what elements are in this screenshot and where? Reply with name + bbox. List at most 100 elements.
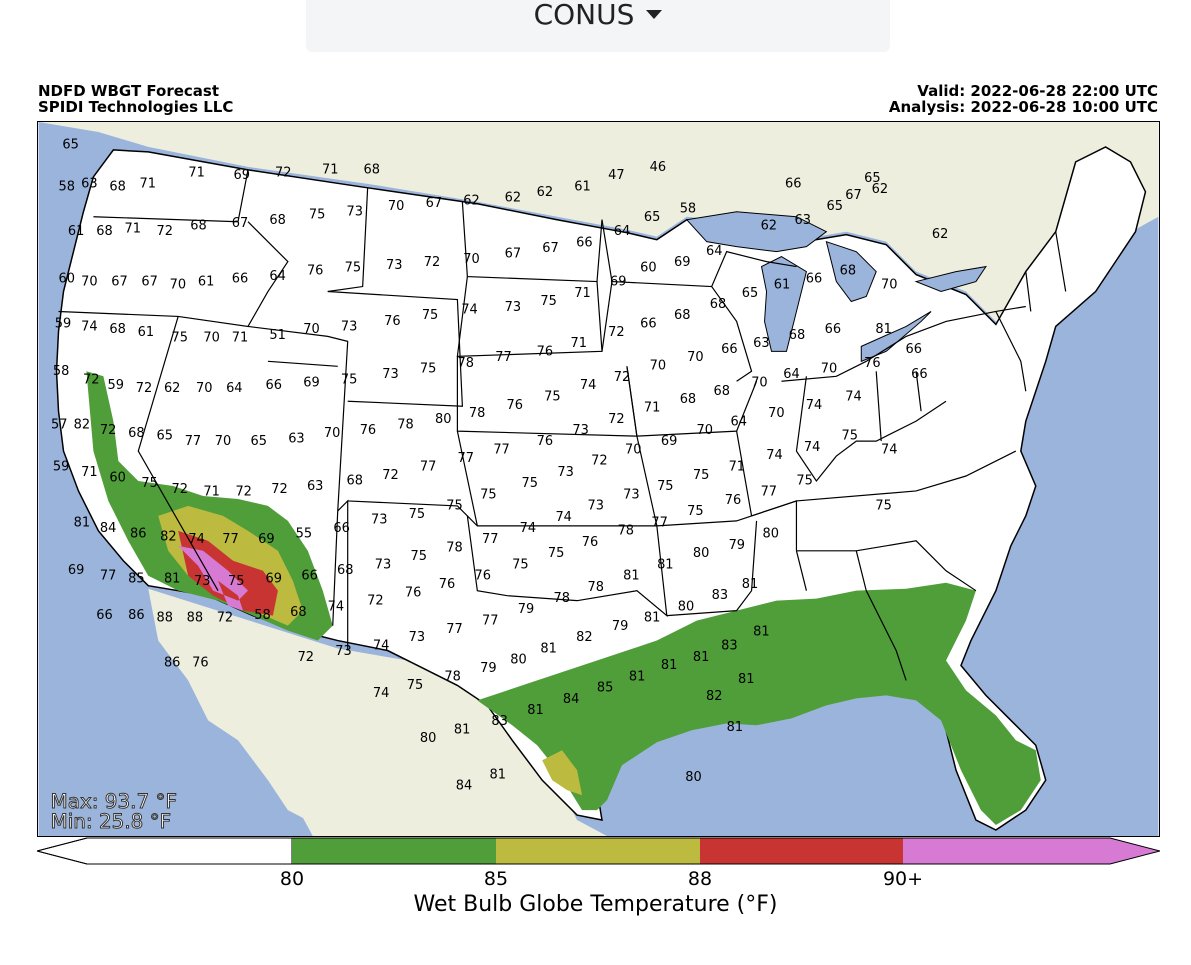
wbgt-value-label: 81	[527, 703, 543, 718]
outside-land	[38, 122, 1159, 322]
wbgt-value-label: 77	[495, 350, 511, 365]
wbgt-value-label: 64	[269, 269, 285, 284]
wbgt-value-label: 71	[81, 465, 97, 480]
wbgt-value-label: 70	[751, 375, 767, 390]
wbgt-value-label: 71	[644, 401, 660, 416]
wbgt-value-label: 76	[192, 655, 208, 670]
wbgt-value-label: 71	[140, 177, 156, 192]
wbgt-value-label: 63	[288, 431, 304, 446]
wbgt-value-label: 65	[826, 199, 842, 214]
wbgt-value-label: 74	[580, 378, 596, 393]
wbgt-value-label: 68	[96, 224, 112, 239]
wbgt-value-label: 77	[482, 532, 498, 547]
wbgt-value-label: 75	[512, 557, 528, 572]
wbgt-value-label: 69	[234, 168, 250, 183]
wbgt-value-label: 68	[347, 473, 363, 488]
wbgt-value-label: 68	[674, 308, 690, 323]
wbgt-value-label: 62	[505, 191, 521, 206]
wbgt-value-label: 81	[661, 658, 677, 673]
wbgt-value-label: 63	[307, 479, 323, 494]
wbgt-value-label: 70	[768, 406, 784, 421]
wbgt-value-label: 72	[83, 373, 99, 388]
wbgt-value-label: 61	[774, 277, 790, 292]
wbgt-value-label: 65	[742, 286, 758, 301]
wbgt-value-label: 70	[687, 350, 703, 365]
wbgt-value-label: 66	[905, 342, 921, 357]
wbgt-value-label: 80	[693, 546, 709, 561]
wbgt-value-label: 74	[520, 521, 536, 536]
wbgt-value-label: 88	[187, 611, 203, 626]
wbgt-value-label: 68	[128, 426, 144, 441]
wbgt-value-label: 59	[53, 459, 69, 474]
wbgt-value-label: 58	[254, 608, 270, 623]
wbgt-value-label: 70	[215, 434, 231, 449]
wbgt-value-label: 70	[303, 322, 319, 337]
wbgt-value-label: 73	[382, 367, 398, 382]
wbgt-value-label: 73	[409, 630, 425, 645]
wbgt-value-label: 65	[864, 171, 880, 186]
wbgt-value-label: 72	[614, 370, 630, 385]
wbgt-value-label: 86	[164, 655, 180, 670]
wbgt-value-label: 66	[721, 342, 737, 357]
wbgt-value-label: 64	[226, 381, 242, 396]
wbgt-value-label: 79	[480, 661, 496, 676]
wbgt-value-label: 84	[100, 521, 116, 536]
wbgt-value-label: 66	[301, 569, 317, 584]
wbgt-value-label: 75	[345, 261, 361, 276]
baja-peninsula	[188, 608, 338, 836]
wbgt-value-label: 73	[371, 513, 387, 528]
wbgt-value-label: 68	[269, 213, 285, 228]
wbgt-value-label: 88	[156, 611, 172, 626]
wbgt-value-label: 78	[618, 524, 634, 539]
wbgt-value-label: 64	[706, 244, 722, 259]
wbgt-value-label: 74	[188, 532, 204, 547]
wbgt-value-label: 71	[571, 336, 587, 351]
wbgt-value-label: 74	[328, 599, 344, 614]
wbgt-value-label: 62	[761, 219, 777, 234]
wbgt-value-label: 58	[59, 179, 75, 194]
wbgt-value-label: 76	[506, 398, 522, 413]
wbgt-value-label: 75	[480, 487, 496, 502]
wbgt-value-label: 75	[341, 373, 357, 388]
wbgt-value-label: 83	[712, 588, 728, 603]
wbgt-value-label: 78	[446, 541, 462, 556]
wbgt-value-label: 70	[821, 361, 837, 376]
wbgt-value-label: 72	[424, 255, 440, 270]
wbgt-value-label: 72	[235, 485, 251, 500]
wbgt-value-label: 65	[644, 210, 660, 225]
wbgt-value-label: 75	[228, 574, 244, 589]
wbgt-value-label: 76	[582, 535, 598, 550]
wbgt-value-label: 75	[875, 499, 891, 514]
wbgt-value-label: 75	[540, 294, 556, 309]
wbgt-value-label: 85	[597, 681, 613, 696]
wbgt-value-label: 77	[185, 434, 201, 449]
wbgt-value-label: 65	[251, 434, 267, 449]
wbgt-value-label: 75	[141, 476, 157, 491]
wbgt-value-label: 71	[124, 221, 140, 236]
wbgt-value-label: 78	[554, 591, 570, 606]
region-select[interactable]: CONUS	[306, 0, 890, 52]
wbgt-value-label: 67	[426, 196, 442, 211]
wbgt-value-label: 69	[674, 255, 690, 270]
wbgt-value-label: 73	[194, 574, 210, 589]
caret-down-icon[interactable]	[646, 10, 663, 19]
colorbar-title: Wet Bulb Globe Temperature (°F)	[413, 892, 778, 917]
colorbar-outline	[37, 837, 1160, 865]
wbgt-value-label: 74	[555, 510, 571, 525]
wbgt-value-label: 74	[81, 319, 97, 334]
wbgt-value-label: 72	[136, 381, 152, 396]
wbgt-value-label: 72	[608, 412, 624, 427]
wbgt-value-label: 74	[804, 440, 820, 455]
wbgt-value-label: 60	[109, 471, 125, 486]
colorbar-90-plus	[903, 838, 1160, 864]
wbgt-value-label: 81	[875, 322, 891, 337]
stat-max: Max: 93.7 °F	[51, 789, 177, 813]
wbgt-value-label: 68	[840, 263, 856, 278]
wbgt-value-label: 62	[872, 182, 888, 197]
wbgt-value-label: 83	[721, 639, 737, 654]
wbgt-value-label: 69	[610, 275, 626, 290]
wbgt-value-label: 75	[842, 429, 858, 444]
map-credit: SPIDI Technologies LLC	[38, 98, 234, 116]
wbgt-value-label: 72	[271, 482, 287, 497]
wbgt-value-label: 77	[222, 532, 238, 547]
